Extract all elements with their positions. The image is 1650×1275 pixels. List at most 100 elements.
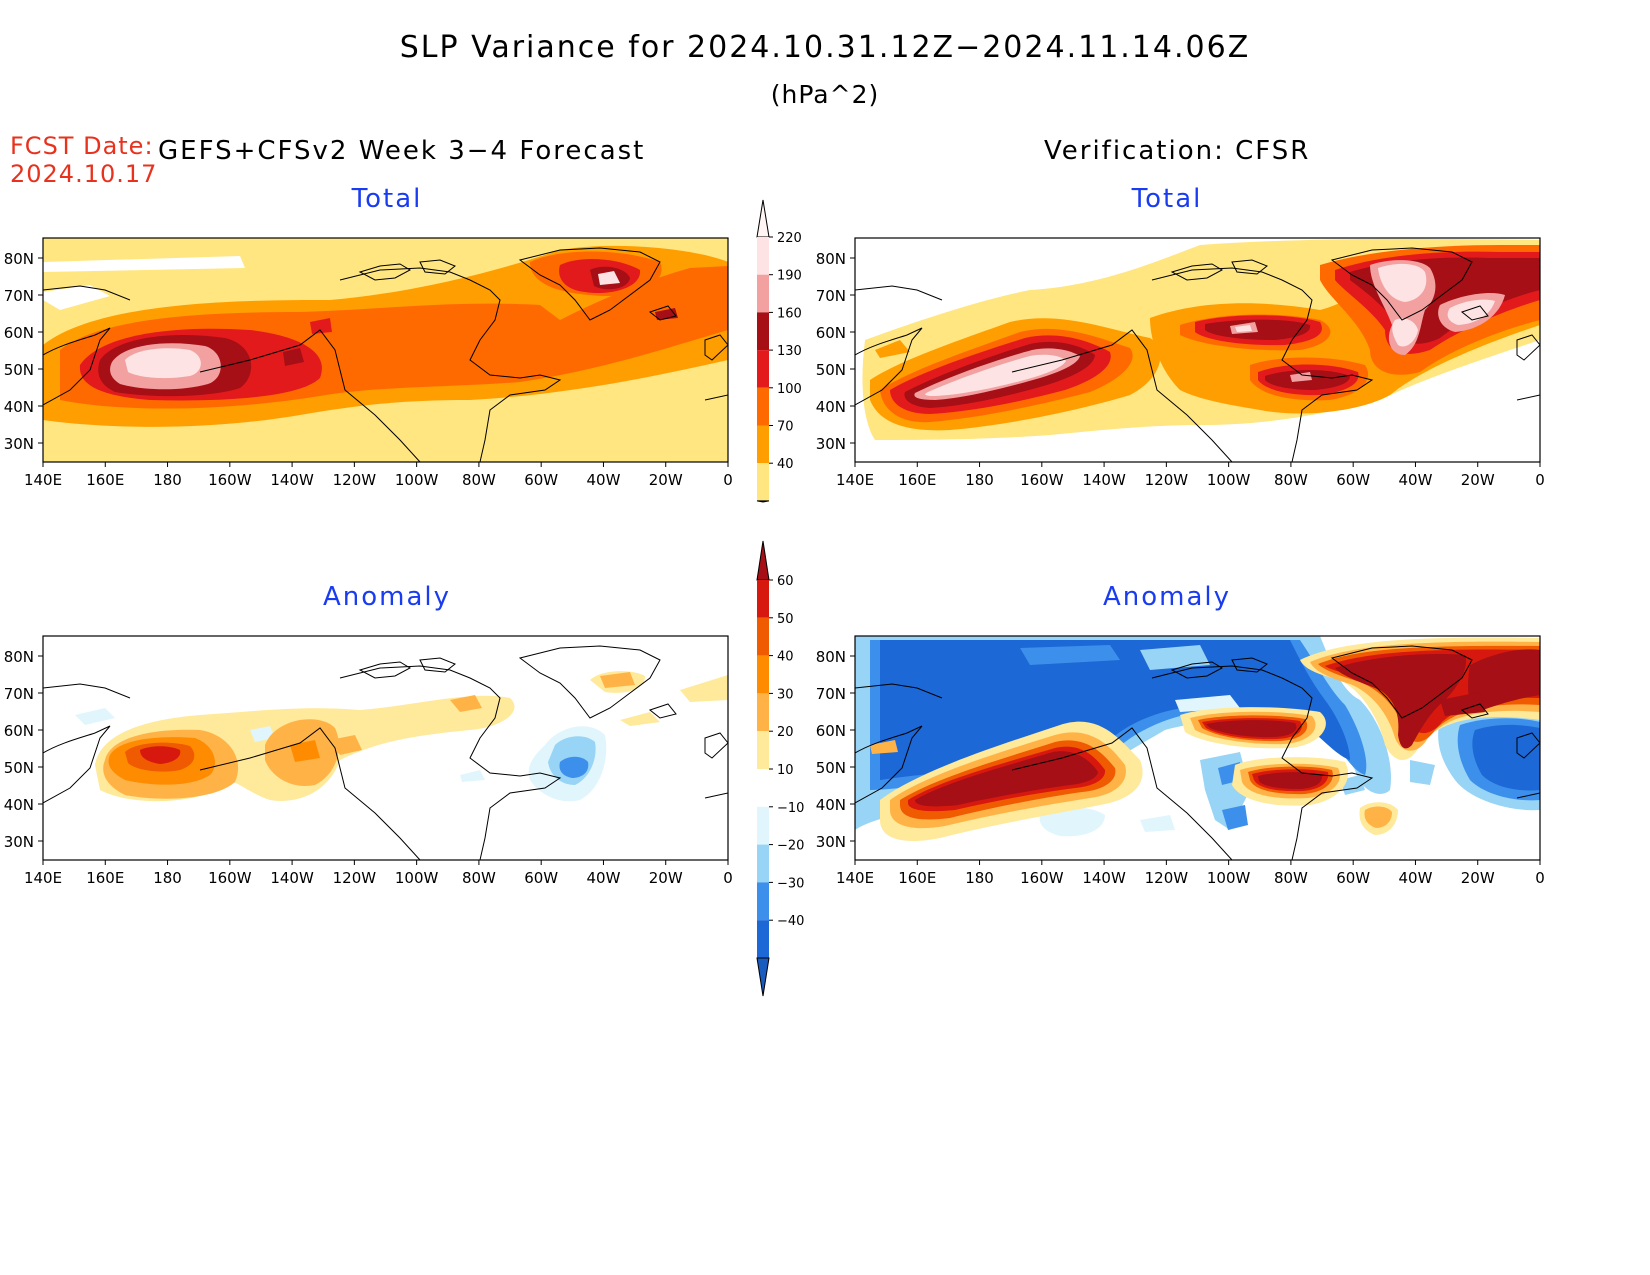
lon-label-verif-anomaly: 40W (1398, 869, 1432, 887)
colorbar-anomaly-label: 60 (777, 574, 794, 589)
lon-label-fcst-anomaly: 140W (270, 869, 314, 887)
lon-label-fcst-total: 120W (333, 471, 377, 489)
colorbar-anomaly-swatch (757, 617, 769, 656)
lon-label-fcst-total: 180 (153, 471, 182, 489)
coastlines-fcst-anomaly (43, 645, 728, 860)
colorbar-anomaly-bottom-arrow (756, 957, 770, 997)
forecast-header: GEFS+CFSv2 Week 3−4 Forecast (158, 136, 646, 166)
lat-label-fcst-total: 40N (4, 398, 34, 416)
lon-label-verif-total: 40W (1398, 471, 1432, 489)
lat-label-verif-anomaly: 40N (816, 796, 846, 814)
lon-label-verif-total: 120W (1145, 471, 1189, 489)
lat-label-fcst-anomaly: 30N (4, 833, 34, 851)
lon-label-verif-total: 100W (1207, 471, 1251, 489)
frame-verif-anomaly (854, 635, 1541, 861)
panel-title-verif-anomaly: Anomaly (1102, 582, 1232, 612)
frame-fcst-anomaly (42, 635, 729, 861)
colorbar-anomaly-swatch (757, 769, 769, 807)
lon-label-verif-anomaly: 0 (1535, 869, 1545, 887)
colorbar-anomaly-swatch (757, 731, 769, 769)
lon-label-fcst-anomaly: 80W (462, 869, 496, 887)
lon-label-verif-total: 0 (1535, 471, 1545, 489)
lon-label-verif-anomaly: 140E (836, 869, 874, 887)
colorbar-total-label: 220 (777, 231, 802, 246)
lat-label-verif-anomaly: 70N (816, 685, 846, 703)
lon-label-verif-total: 160W (1020, 471, 1064, 489)
colorbar-anomaly-swatch (757, 693, 769, 732)
lon-label-fcst-anomaly: 140E (24, 869, 62, 887)
lon-label-verif-total: 140W (1082, 471, 1126, 489)
lon-label-verif-total: 20W (1461, 471, 1495, 489)
panel-title-fcst-anomaly: Anomaly (322, 582, 452, 612)
lat-label-verif-anomaly: 50N (816, 759, 846, 777)
lon-label-verif-anomaly: 100W (1207, 869, 1251, 887)
lon-label-fcst-total: 140E (24, 471, 62, 489)
lat-label-fcst-anomaly: 50N (4, 759, 34, 777)
lat-label-fcst-anomaly: 70N (4, 685, 34, 703)
lon-label-verif-anomaly: 120W (1145, 869, 1189, 887)
figure-title: SLP Variance for 2024.10.31.12Z−2024.11.… (399, 30, 1251, 65)
colorbar-anomaly-label: −40 (777, 914, 804, 929)
lon-label-verif-anomaly: 60W (1336, 869, 1370, 887)
colorbar-anomaly-swatch (757, 655, 769, 694)
lat-label-verif-total: 50N (816, 361, 846, 379)
lat-label-fcst-total: 50N (4, 361, 34, 379)
lon-label-fcst-anomaly: 180 (153, 869, 182, 887)
lon-label-verif-anomaly: 140W (1082, 869, 1126, 887)
lon-label-verif-total: 160E (898, 471, 936, 489)
colorbar-anomaly-swatch (757, 844, 769, 883)
colorbar-anomaly-label: −10 (777, 801, 804, 816)
lat-label-verif-total: 80N (816, 250, 846, 268)
panel-title-verif-total: Total (1131, 184, 1203, 214)
lat-label-verif-total: 70N (816, 287, 846, 305)
colorbar-anomaly-label: 30 (777, 687, 794, 702)
colorbar-anomaly-top-arrow (756, 540, 770, 581)
colorbar-total-swatch (757, 425, 769, 464)
lon-label-fcst-anomaly: 0 (723, 869, 733, 887)
frame-fcst-total (42, 237, 729, 463)
lon-label-fcst-anomaly: 160W (208, 869, 252, 887)
frame-verif-total (854, 237, 1541, 463)
colorbar-anomaly-swatch (757, 882, 769, 921)
lat-label-verif-total: 60N (816, 324, 846, 342)
coastlines-verif-total (855, 247, 1540, 462)
lon-label-verif-total: 140E (836, 471, 874, 489)
colorbar-anomaly-swatch (757, 580, 769, 618)
lat-label-fcst-total: 60N (4, 324, 34, 342)
coastlines-verif-anomaly (855, 645, 1540, 860)
colorbar-total-label: 160 (777, 306, 802, 321)
colorbars: 220 190 160 130 100 70 40 60 50 40 30 20 10 −10 −20 −30… (756, 199, 804, 997)
lat-label-verif-anomaly: 80N (816, 648, 846, 666)
map-axes: 80N 70N 60N 50N 40N 30N 140E 160E 180 160W 140W 120… (4, 250, 1545, 887)
colorbar-total-swatch (757, 463, 769, 501)
lon-label-fcst-anomaly: 160E (86, 869, 124, 887)
verification-header: Verification: CFSR (1044, 136, 1311, 166)
panel-title-fcst-total: Total (351, 184, 423, 214)
units-label: (hPa^2) (770, 80, 880, 109)
lon-label-fcst-anomaly: 100W (395, 869, 439, 887)
lon-label-fcst-anomaly: 40W (586, 869, 620, 887)
lon-label-verif-anomaly: 160W (1020, 869, 1064, 887)
lon-label-fcst-total: 0 (723, 471, 733, 489)
colorbar-total-top-arrow (756, 199, 770, 238)
lon-label-verif-anomaly: 180 (965, 869, 994, 887)
lon-label-verif-anomaly: 80W (1274, 869, 1308, 887)
lat-label-verif-anomaly: 30N (816, 833, 846, 851)
lat-label-verif-total: 40N (816, 398, 846, 416)
lat-label-verif-anomaly: 60N (816, 722, 846, 740)
lon-label-fcst-total: 20W (649, 471, 683, 489)
colorbar-anomaly-label: 40 (777, 650, 794, 665)
lon-label-verif-total: 180 (965, 471, 994, 489)
lat-label-verif-total: 30N (816, 435, 846, 453)
colorbar-anomaly-label: −20 (777, 839, 804, 854)
colorbar-total-label: 70 (777, 420, 794, 435)
colorbar-total-swatch (757, 274, 769, 313)
lon-label-fcst-total: 160W (208, 471, 252, 489)
lat-label-fcst-total: 30N (4, 435, 34, 453)
lon-label-fcst-total: 160E (86, 471, 124, 489)
colorbar-total-swatch (757, 237, 769, 275)
colorbar-total-swatch (757, 387, 769, 426)
colorbar-anomaly-label: −30 (777, 876, 804, 891)
lon-label-fcst-total: 100W (395, 471, 439, 489)
fcst-date-value: 2024.10.17 (10, 160, 158, 188)
